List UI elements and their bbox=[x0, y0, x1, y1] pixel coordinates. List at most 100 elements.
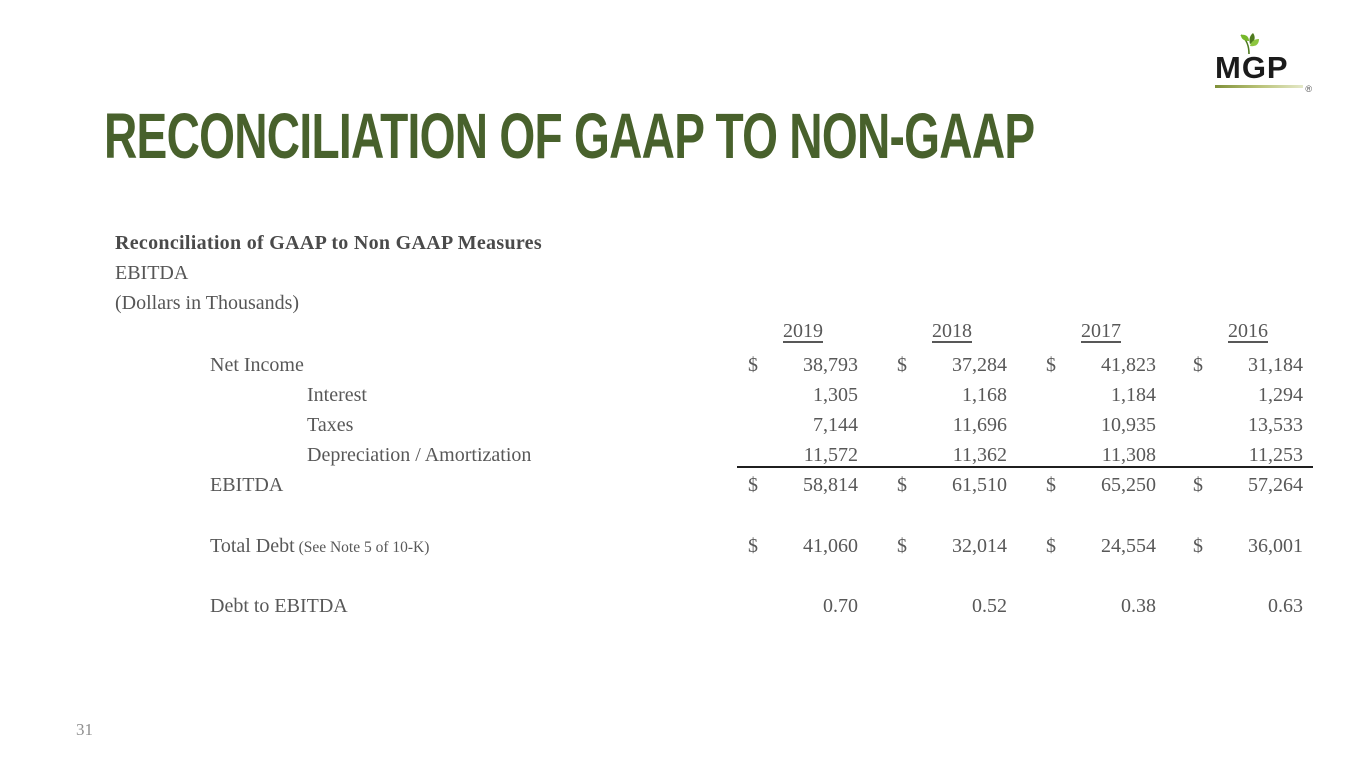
sum-rule-line bbox=[737, 466, 1313, 468]
table-row: Debt to EBITDA 0.70 0.52 0.38 0.63 bbox=[0, 593, 1365, 621]
cell-value: 41,060 bbox=[803, 535, 858, 557]
value-cell: 10,935 bbox=[1046, 412, 1156, 438]
value-cell: $41,823 bbox=[1046, 352, 1156, 378]
cell-value: 13,533 bbox=[1248, 414, 1303, 436]
value-cell: $58,814 bbox=[748, 472, 858, 498]
dollar-sign: $ bbox=[1046, 474, 1056, 496]
cell-value: 11,362 bbox=[952, 444, 1007, 466]
leaf-sprig-icon bbox=[1240, 33, 1259, 54]
cell-value: 11,253 bbox=[1248, 444, 1303, 466]
cell-value: 0.70 bbox=[823, 595, 858, 617]
cell-value: 11,696 bbox=[952, 414, 1007, 436]
registered-trademark: ® bbox=[1305, 84, 1312, 94]
year-header: 2019 bbox=[748, 320, 858, 343]
page-number: 31 bbox=[76, 720, 93, 739]
value-cell: 7,144 bbox=[748, 412, 858, 438]
table-heading: Reconciliation of GAAP to Non GAAP Measu… bbox=[115, 232, 542, 254]
row-label-note: (See Note 5 of 10-K) bbox=[294, 539, 430, 556]
cell-value: 0.52 bbox=[972, 595, 1007, 617]
cell-value: 1,294 bbox=[1258, 384, 1303, 406]
cell-value: 61,510 bbox=[952, 474, 1007, 496]
table-row: Net Income $38,793 $37,284 $41,823 $31,184 bbox=[0, 352, 1365, 380]
table-subheading: EBITDA bbox=[115, 262, 189, 284]
cell-value: 38,793 bbox=[803, 354, 858, 376]
logo-text: MGP bbox=[1215, 50, 1289, 85]
table-units: (Dollars in Thousands) bbox=[115, 292, 300, 314]
value-cell: 1,294 bbox=[1193, 382, 1303, 408]
table-row: Depreciation / Amortization 11,572 11,362 1… bbox=[0, 442, 1365, 470]
year-header-label: 2016 bbox=[1228, 320, 1268, 342]
cell-value: 11,308 bbox=[1101, 444, 1156, 466]
dollar-sign: $ bbox=[897, 535, 907, 557]
table-row: EBITDA $58,814 $61,510 $65,250 $57,264 bbox=[0, 472, 1365, 500]
value-cell: $61,510 bbox=[897, 472, 1007, 498]
value-cell: 0.63 bbox=[1193, 593, 1303, 619]
row-label: Interest bbox=[307, 384, 367, 406]
cell-value: 7,144 bbox=[813, 414, 858, 436]
year-header-label: 2017 bbox=[1081, 320, 1121, 342]
year-header: 2018 bbox=[897, 320, 1007, 343]
dollar-sign: $ bbox=[748, 354, 758, 376]
value-cell: 13,533 bbox=[1193, 412, 1303, 438]
row-label: Depreciation / Amortization bbox=[307, 444, 532, 466]
value-cell: $41,060 bbox=[748, 533, 858, 559]
value-cell: 11,572 bbox=[748, 442, 858, 468]
value-cell: 11,696 bbox=[897, 412, 1007, 438]
year-header-label: 2019 bbox=[783, 320, 823, 342]
cell-value: 0.38 bbox=[1121, 595, 1156, 617]
row-label: Net Income bbox=[210, 354, 304, 376]
cell-value: 0.63 bbox=[1268, 595, 1303, 617]
table-row: Total Debt (See Note 5 of 10-K) $41,060 $3… bbox=[0, 533, 1365, 561]
dollar-sign: $ bbox=[1046, 535, 1056, 557]
logo-underline bbox=[1215, 85, 1303, 88]
value-cell: 0.38 bbox=[1046, 593, 1156, 619]
value-cell: 0.70 bbox=[748, 593, 858, 619]
row-label: Total Debt (See Note 5 of 10-K) bbox=[210, 535, 430, 557]
dollar-sign: $ bbox=[897, 474, 907, 496]
value-cell: $36,001 bbox=[1193, 533, 1303, 559]
cell-value: 10,935 bbox=[1101, 414, 1156, 436]
cell-value: 1,184 bbox=[1111, 384, 1156, 406]
page-title: RECONCILIATION OF GAAP TO NON-GAAP bbox=[104, 100, 1035, 172]
table-row: Taxes 7,144 11,696 10,935 13,533 bbox=[0, 412, 1365, 440]
table-row: Interest 1,305 1,168 1,184 1,294 bbox=[0, 382, 1365, 410]
cell-value: 1,305 bbox=[813, 384, 858, 406]
table-heading-block: Reconciliation of GAAP to Non GAAP Measu… bbox=[115, 228, 542, 318]
cell-value: 65,250 bbox=[1101, 474, 1156, 496]
value-cell: $37,284 bbox=[897, 352, 1007, 378]
value-cell: 11,253 bbox=[1193, 442, 1303, 468]
cell-value: 31,184 bbox=[1248, 354, 1303, 376]
cell-value: 1,168 bbox=[962, 384, 1007, 406]
year-header-label: 2018 bbox=[932, 320, 972, 342]
cell-value: 24,554 bbox=[1101, 535, 1156, 557]
value-cell: 11,308 bbox=[1046, 442, 1156, 468]
value-cell: 0.52 bbox=[897, 593, 1007, 619]
value-cell: $38,793 bbox=[748, 352, 858, 378]
value-cell: 1,184 bbox=[1046, 382, 1156, 408]
value-cell: $65,250 bbox=[1046, 472, 1156, 498]
mgp-logo: MGP ® bbox=[1215, 33, 1312, 94]
cell-value: 58,814 bbox=[803, 474, 858, 496]
cell-value: 57,264 bbox=[1248, 474, 1303, 496]
cell-value: 32,014 bbox=[952, 535, 1007, 557]
value-cell: $32,014 bbox=[897, 533, 1007, 559]
value-cell: $24,554 bbox=[1046, 533, 1156, 559]
year-header: 2017 bbox=[1046, 320, 1156, 343]
dollar-sign: $ bbox=[1046, 354, 1056, 376]
value-cell: 1,168 bbox=[897, 382, 1007, 408]
dollar-sign: $ bbox=[748, 535, 758, 557]
year-header: 2016 bbox=[1193, 320, 1303, 343]
dollar-sign: $ bbox=[1193, 354, 1203, 376]
dollar-sign: $ bbox=[1193, 535, 1203, 557]
row-label: EBITDA bbox=[210, 474, 284, 496]
row-label: Taxes bbox=[307, 414, 354, 436]
value-cell: 11,362 bbox=[897, 442, 1007, 468]
dollar-sign: $ bbox=[1193, 474, 1203, 496]
cell-value: 41,823 bbox=[1101, 354, 1156, 376]
dollar-sign: $ bbox=[897, 354, 907, 376]
cell-value: 11,572 bbox=[803, 444, 858, 466]
value-cell: 1,305 bbox=[748, 382, 858, 408]
cell-value: 37,284 bbox=[952, 354, 1007, 376]
value-cell: $31,184 bbox=[1193, 352, 1303, 378]
